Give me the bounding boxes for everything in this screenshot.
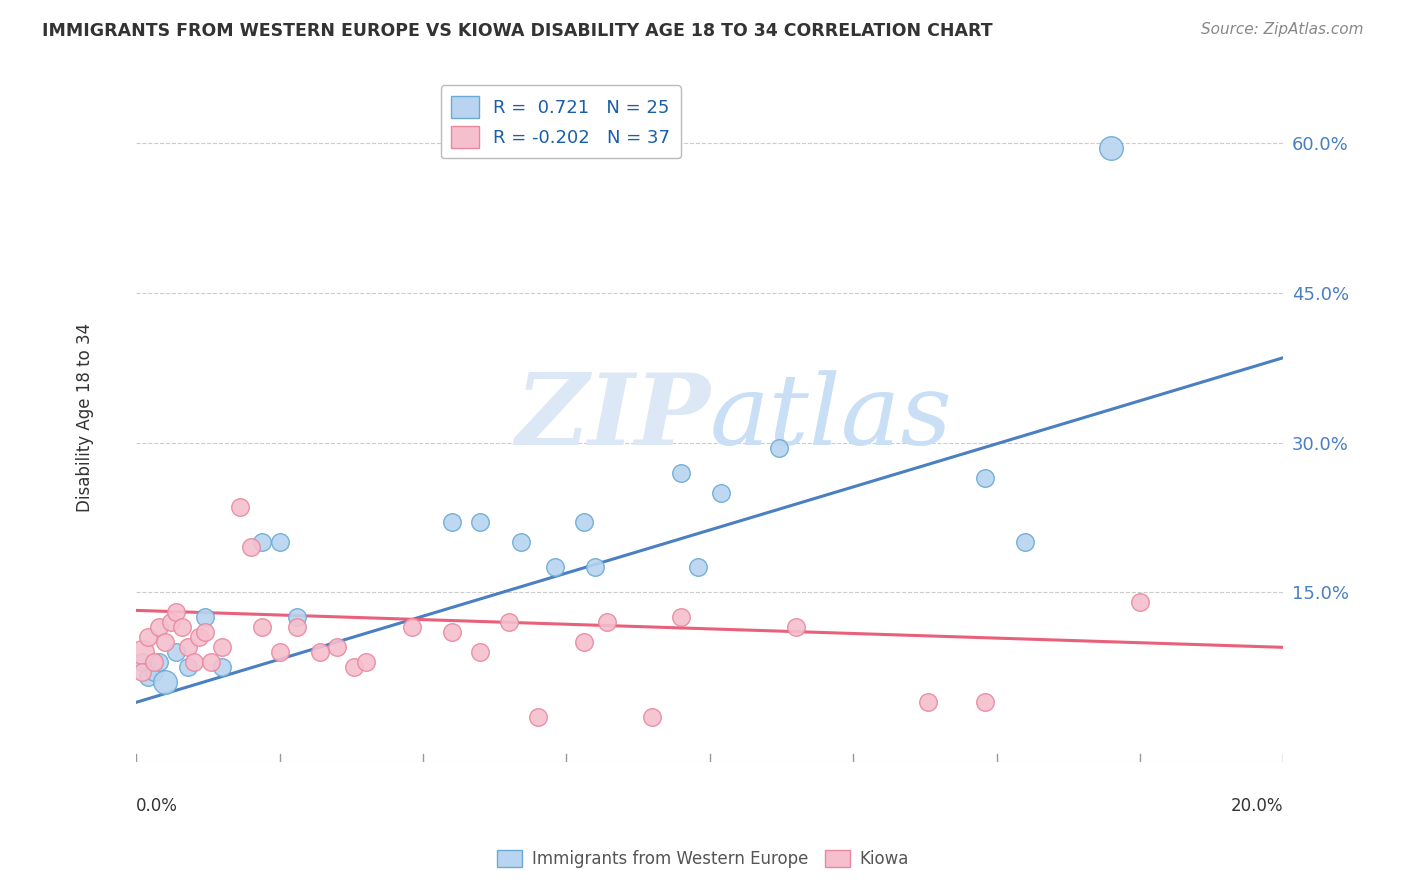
Point (142, 656, 165, 670)
Point (177, 640, 200, 655)
Point (172, 620, 194, 634)
Point (131, 645, 153, 659)
Legend: Immigrants from Western Europe, Kiowa: Immigrants from Western Europe, Kiowa (491, 843, 915, 875)
Point (583, 560, 606, 574)
Text: 0.0%: 0.0% (136, 797, 179, 814)
Point (285, 620, 308, 634)
Point (136, 631, 159, 645)
Point (211, 660, 233, 674)
Point (228, 500, 250, 515)
Text: Source: ZipAtlas.com: Source: ZipAtlas.com (1201, 22, 1364, 37)
Point (136, 670, 159, 684)
Point (285, 610, 308, 624)
Point (252, 620, 274, 634)
Point (252, 535, 274, 549)
Point (974, 470, 997, 484)
Point (509, 535, 531, 549)
Point (240, 541, 263, 555)
Point (153, 635, 176, 649)
Point (401, 620, 423, 634)
Point (688, 560, 710, 574)
Point (768, 441, 790, 455)
Point (440, 516, 463, 530)
Point (142, 665, 165, 680)
Point (544, 560, 567, 574)
Text: ZIP: ZIP (515, 369, 710, 466)
Legend: R =  0.721   N = 25, R = -0.202   N = 37: R = 0.721 N = 25, R = -0.202 N = 37 (440, 86, 681, 159)
Text: 20.0%: 20.0% (1230, 797, 1284, 814)
Point (148, 656, 170, 670)
Point (211, 640, 233, 655)
Point (526, 710, 548, 724)
Point (269, 645, 291, 659)
Text: IMMIGRANTS FROM WESTERN EUROPE VS KIOWA DISABILITY AGE 18 TO 34 CORRELATION CHAR: IMMIGRANTS FROM WESTERN EUROPE VS KIOWA … (42, 22, 993, 40)
Point (269, 535, 291, 549)
Point (131, 665, 153, 680)
Point (1014, 535, 1036, 549)
Text: atlas: atlas (710, 370, 953, 466)
Point (641, 710, 664, 724)
Point (308, 645, 330, 659)
Point (165, 606, 187, 620)
Point (974, 695, 997, 709)
Point (785, 620, 807, 634)
Text: Disability Age 18 to 34: Disability Age 18 to 34 (76, 323, 94, 512)
Point (440, 625, 463, 640)
Point (710, 485, 733, 500)
Point (131, 656, 153, 670)
Point (194, 610, 217, 624)
Point (572, 635, 595, 649)
Point (188, 631, 211, 645)
Point (470, 516, 492, 530)
Point (669, 466, 692, 480)
Point (200, 656, 222, 670)
Point (194, 625, 217, 640)
Point (498, 615, 520, 630)
Point (595, 615, 617, 630)
Point (159, 615, 181, 630)
Point (343, 660, 366, 674)
Point (572, 516, 595, 530)
Point (470, 645, 492, 659)
Point (354, 656, 377, 670)
Point (183, 656, 205, 670)
Point (1099, 141, 1122, 155)
Point (669, 610, 692, 624)
Point (326, 640, 349, 655)
Point (153, 675, 176, 690)
Point (917, 695, 939, 709)
Point (1129, 595, 1152, 609)
Point (148, 620, 170, 634)
Point (177, 660, 200, 674)
Point (165, 645, 187, 659)
